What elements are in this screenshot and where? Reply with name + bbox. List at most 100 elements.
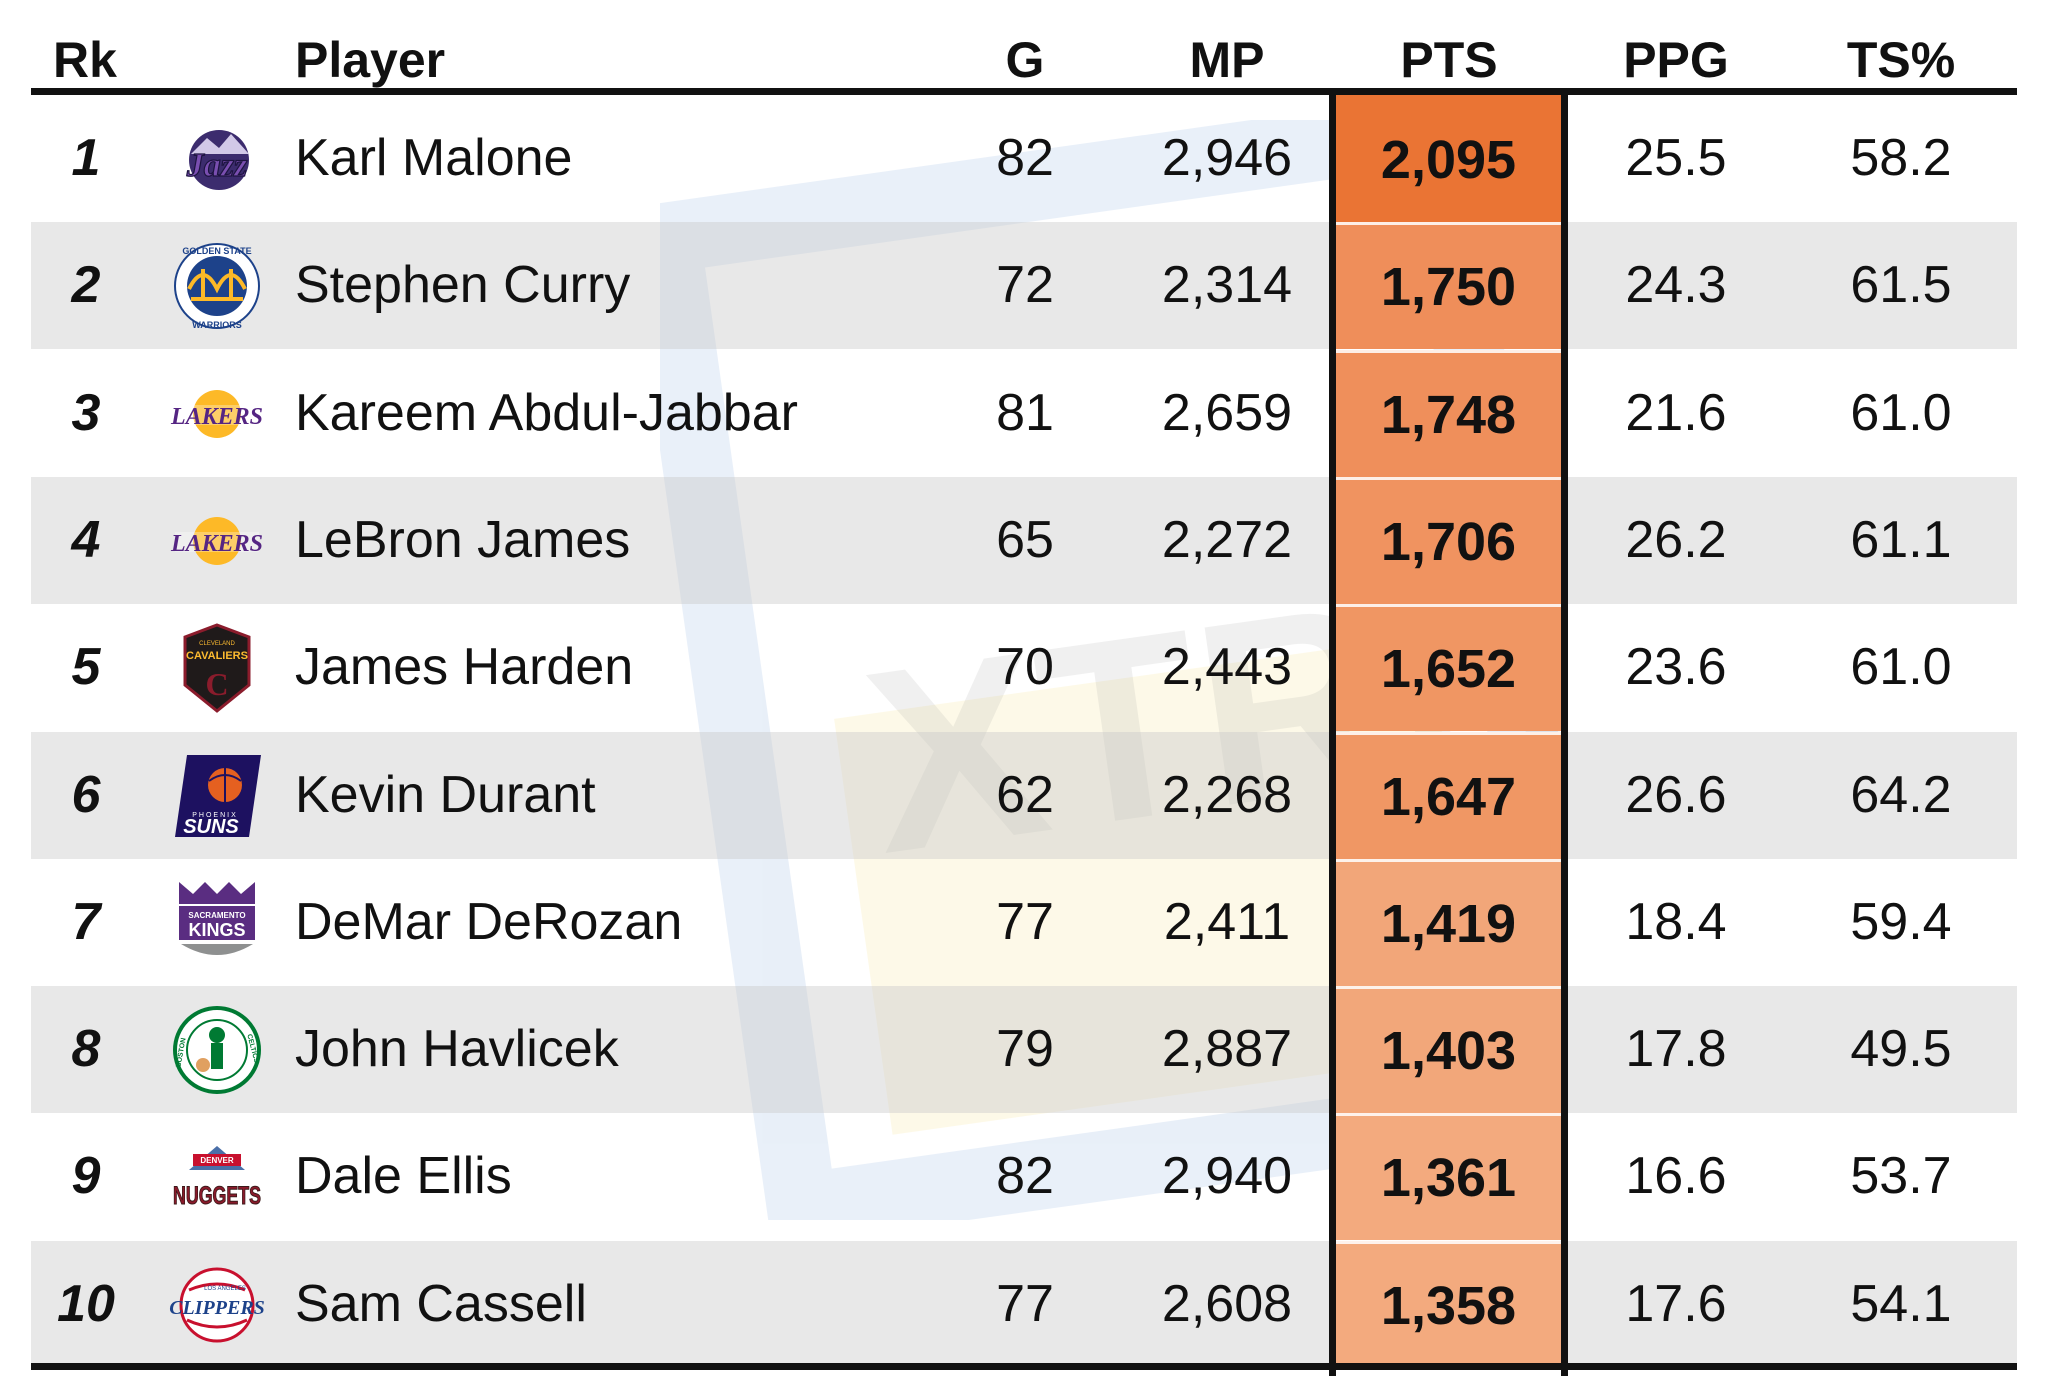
kings-wordmark: KINGS bbox=[188, 920, 245, 940]
table-row: 7 SACRAMENTO KINGS DeMar DeRozan 77 2,41… bbox=[31, 859, 2017, 986]
player-name-cell: James Harden bbox=[295, 638, 634, 696]
lakers-wordmark: LAKERS bbox=[170, 404, 263, 430]
kings-logo: SACRAMENTO KINGS bbox=[169, 878, 265, 968]
player-name-cell: Kevin Durant bbox=[295, 766, 596, 824]
ts-percent-cell: 59.4 bbox=[1850, 893, 1952, 951]
jazz-logo: Jazz bbox=[169, 114, 265, 204]
points-cell: 1,361 bbox=[1336, 1113, 1561, 1240]
suns-top-text: PHOENIX bbox=[192, 812, 238, 819]
rank-cell: 4 bbox=[71, 511, 101, 569]
points-cell: 1,706 bbox=[1336, 477, 1561, 604]
games-cell: 79 bbox=[996, 1020, 1054, 1078]
player-name-cell: LeBron James bbox=[295, 511, 631, 569]
points-cell: 1,403 bbox=[1336, 986, 1561, 1113]
ts-percent-cell: 61.0 bbox=[1850, 638, 1952, 696]
ppg-cell: 24.3 bbox=[1625, 256, 1727, 314]
pts-cell-separator bbox=[1336, 732, 1561, 735]
games-cell: 81 bbox=[996, 384, 1054, 442]
games-cell: 62 bbox=[996, 766, 1054, 824]
ts-percent-cell: 61.1 bbox=[1850, 511, 1952, 569]
table-row: 6 PHOENIX SUNS Kevin Durant 62 2,268 1,6… bbox=[31, 732, 2017, 859]
table-row: 10 LOS ANGELES CLIPPERS Sam Cassell 77 2… bbox=[31, 1241, 2017, 1368]
lakers-logo: LAKERS bbox=[169, 496, 265, 586]
table-row: 1 Jazz Karl Malone 82 2,946 2,095 25.5 5… bbox=[31, 95, 2017, 222]
points-cell: 1,358 bbox=[1336, 1241, 1561, 1368]
header-g: G bbox=[1005, 32, 1045, 88]
table-row: 8 BOSTON CELTICS John Havlicek 79 2,887 … bbox=[31, 986, 2017, 1113]
rank-cell: 2 bbox=[71, 256, 101, 314]
suns-wordmark: SUNS bbox=[183, 816, 239, 838]
rank-cell: 9 bbox=[71, 1147, 101, 1205]
pts-cell-separator bbox=[1336, 986, 1561, 989]
rank-cell: 3 bbox=[71, 384, 101, 442]
header-rk: Rk bbox=[53, 32, 117, 88]
kings-top-text: SACRAMENTO bbox=[188, 911, 245, 920]
ts-percent-cell: 64.2 bbox=[1850, 766, 1952, 824]
pts-cell-separator bbox=[1336, 222, 1561, 225]
warriors-bottom-text: WARRIORS bbox=[192, 320, 242, 330]
games-cell: 77 bbox=[996, 1275, 1054, 1333]
minutes-cell: 2,268 bbox=[1161, 766, 1293, 824]
pts-cell-separator bbox=[1336, 350, 1561, 353]
nuggets-top-text: DENVER bbox=[200, 1156, 234, 1165]
ts-percent-cell: 61.0 bbox=[1850, 384, 1952, 442]
table-row: 9 DENVER NUGGETS Dale Ellis 82 2,940 1,3… bbox=[31, 1113, 2017, 1240]
ppg-cell: 26.6 bbox=[1625, 766, 1727, 824]
player-name-cell: Kareem Abdul-Jabbar bbox=[295, 384, 798, 442]
ppg-cell: 16.6 bbox=[1625, 1147, 1727, 1205]
pts-cell-separator bbox=[1336, 1113, 1561, 1116]
minutes-cell: 2,411 bbox=[1163, 893, 1291, 951]
minutes-cell: 2,314 bbox=[1161, 256, 1293, 314]
ts-percent-cell: 58.2 bbox=[1850, 129, 1952, 187]
player-name-cell: Dale Ellis bbox=[295, 1147, 512, 1205]
rank-cell: 7 bbox=[71, 893, 101, 951]
player-name-cell: Stephen Curry bbox=[295, 256, 631, 314]
footer-rule bbox=[31, 1363, 2017, 1370]
ppg-cell: 26.2 bbox=[1625, 511, 1727, 569]
games-cell: 65 bbox=[996, 511, 1054, 569]
ts-percent-cell: 53.7 bbox=[1850, 1147, 1952, 1205]
cavaliers-logo: CLEVELAND CAVALIERS C bbox=[169, 623, 265, 713]
points-cell: 1,647 bbox=[1336, 732, 1561, 859]
points-cell: 1,652 bbox=[1336, 604, 1561, 731]
header-mp: MP bbox=[1189, 32, 1265, 88]
rank-cell: 8 bbox=[71, 1020, 101, 1078]
header-ts: TS% bbox=[1846, 32, 1956, 88]
games-cell: 77 bbox=[996, 893, 1054, 951]
pts-column-border-right bbox=[1561, 90, 1568, 1376]
games-cell: 82 bbox=[996, 1147, 1054, 1205]
points-cell: 1,750 bbox=[1336, 222, 1561, 349]
lakers-wordmark: LAKERS bbox=[170, 531, 263, 557]
games-cell: 82 bbox=[996, 129, 1054, 187]
minutes-cell: 2,659 bbox=[1161, 384, 1293, 442]
ppg-cell: 18.4 bbox=[1625, 893, 1727, 951]
minutes-cell: 2,443 bbox=[1161, 638, 1293, 696]
player-name-cell: DeMar DeRozan bbox=[295, 893, 683, 951]
ts-percent-cell: 54.1 bbox=[1850, 1275, 1952, 1333]
pts-cell-separator bbox=[1336, 604, 1561, 607]
points-cell: 1,748 bbox=[1336, 350, 1561, 477]
points-cell: 2,095 bbox=[1336, 95, 1561, 222]
minutes-cell: 2,940 bbox=[1161, 1147, 1293, 1205]
rank-cell: 1 bbox=[71, 129, 101, 187]
clippers-wordmark: CLIPPERS bbox=[169, 1297, 265, 1319]
games-cell: 72 bbox=[996, 256, 1054, 314]
ts-percent-cell: 61.5 bbox=[1850, 256, 1952, 314]
ppg-cell: 21.6 bbox=[1625, 384, 1727, 442]
player-name-cell: John Havlicek bbox=[295, 1020, 619, 1078]
header-pts: PTS bbox=[1400, 32, 1498, 88]
pts-column-border-left bbox=[1329, 90, 1336, 1376]
svg-text:C: C bbox=[205, 666, 228, 702]
pts-cell-separator bbox=[1336, 1241, 1561, 1244]
points-cell: 1,419 bbox=[1336, 859, 1561, 986]
cavaliers-wordmark: CAVALIERS bbox=[186, 650, 248, 662]
nuggets-wordmark: NUGGETS bbox=[173, 1182, 261, 1210]
header-player: Player bbox=[295, 32, 446, 88]
cavaliers-top-text: CLEVELAND bbox=[199, 641, 235, 647]
suns-logo: PHOENIX SUNS bbox=[169, 751, 265, 841]
pts-cell-separator bbox=[1336, 859, 1561, 862]
jazz-wordmark: Jazz bbox=[186, 147, 248, 184]
warriors-top-text: GOLDEN STATE bbox=[182, 246, 251, 256]
ppg-cell: 17.8 bbox=[1625, 1020, 1727, 1078]
player-name-cell: Sam Cassell bbox=[295, 1275, 587, 1333]
